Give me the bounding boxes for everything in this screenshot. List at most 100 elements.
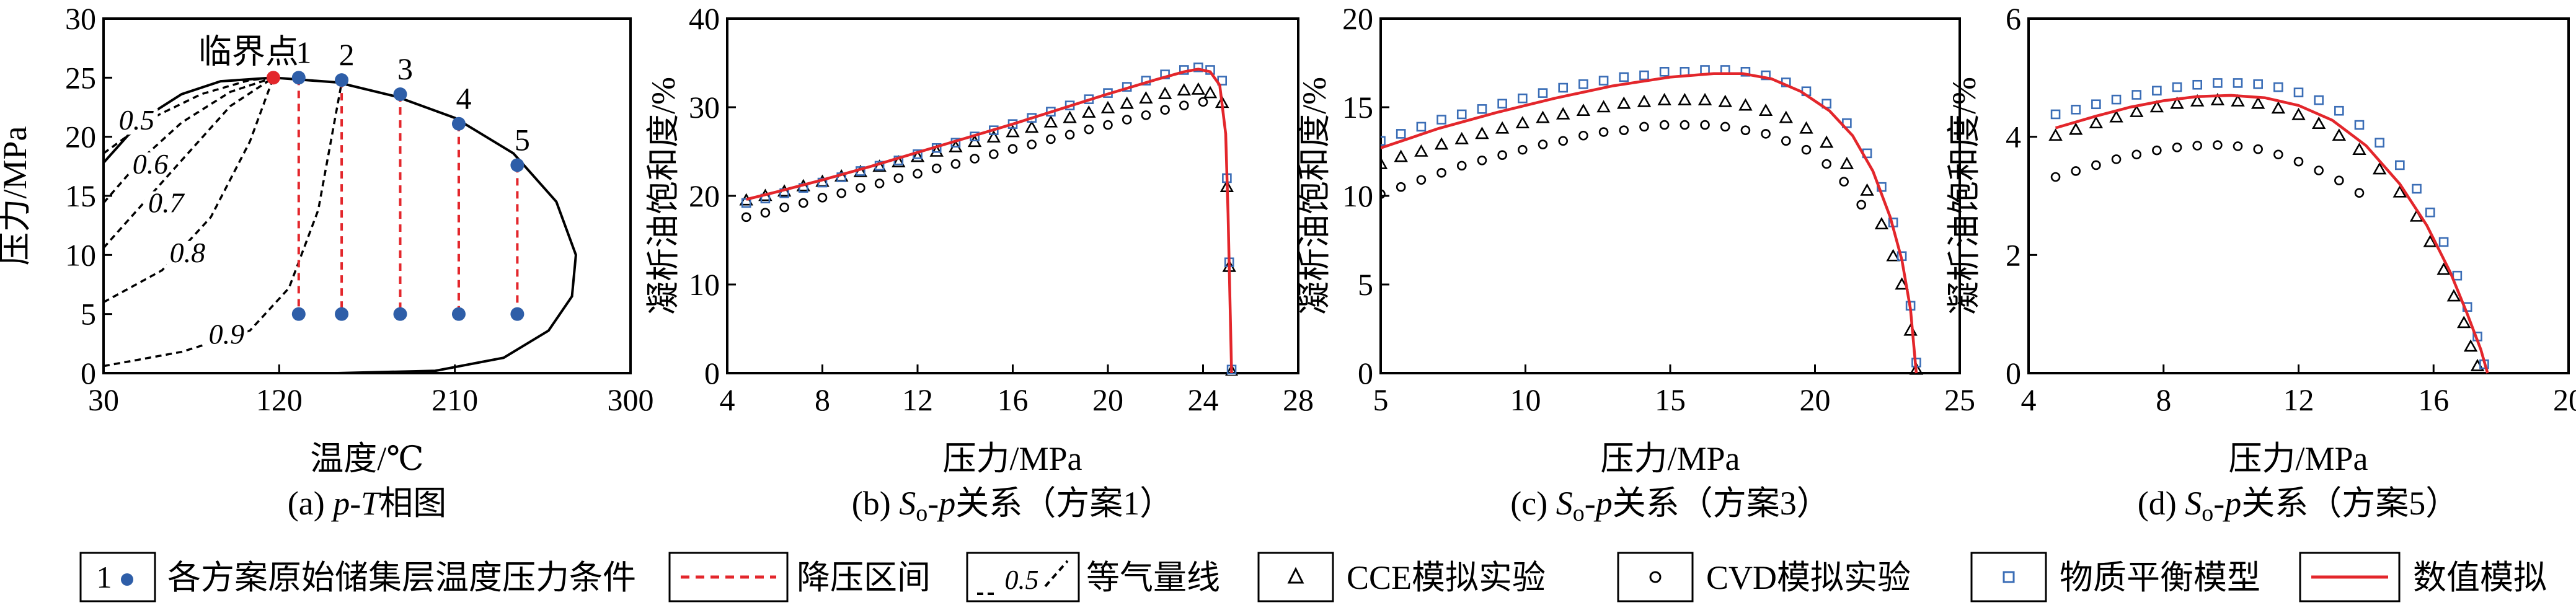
cce-point-c-14 bbox=[1657, 92, 1671, 105]
cvd-point-d-1 bbox=[2071, 166, 2081, 176]
cce-point-d-0 bbox=[2048, 128, 2063, 141]
legend-circle-marker-icon bbox=[1649, 571, 1662, 583]
cvd-point-b-13 bbox=[989, 149, 999, 159]
numeric-sim-line-b bbox=[746, 68, 1233, 374]
legend-swatch-dashed-red bbox=[668, 552, 789, 602]
quality-line-0.8 bbox=[103, 77, 275, 304]
cce-point-b-17 bbox=[1063, 110, 1077, 123]
legend-item-scheme: 1 各方案原始储集层温度压力条件 bbox=[79, 552, 636, 602]
mb-point-d-16 bbox=[2375, 138, 2384, 148]
caption-b: (b) So-p关系（方案1） bbox=[852, 485, 1173, 526]
caption-a-prefix: (a) bbox=[288, 485, 333, 522]
series-c bbox=[1381, 65, 1924, 375]
caption-c-sub: o bbox=[1573, 500, 1585, 526]
phase-envelope-line bbox=[102, 76, 577, 374]
cce-point-b-16 bbox=[1043, 115, 1058, 128]
mb-point-d-3 bbox=[2111, 94, 2122, 105]
cvd-point-c-21 bbox=[1801, 144, 1812, 155]
cvd-point-c-16 bbox=[1700, 120, 1710, 130]
cce-point-d-13 bbox=[2311, 117, 2326, 129]
cce-point-b-10 bbox=[929, 144, 944, 157]
x-tick-label-a-120: 120 bbox=[256, 382, 303, 417]
quality-label-0.5: 0.5 bbox=[119, 104, 155, 136]
x-tick-label-c-25: 25 bbox=[1944, 382, 1975, 417]
caption-b-s: S bbox=[899, 485, 916, 522]
mb-point-d-19 bbox=[2425, 207, 2435, 218]
caption-d-suffix: 关系（方案5） bbox=[2241, 485, 2459, 522]
y-axis-label-b: 凝析油饱和度/% bbox=[645, 77, 682, 315]
cce-point-d-21 bbox=[2446, 289, 2461, 302]
cvd-point-c-6 bbox=[1497, 150, 1507, 161]
cvd-point-b-6 bbox=[856, 183, 865, 193]
series-b bbox=[739, 62, 1238, 376]
quality-label-bg-0.7 bbox=[144, 191, 187, 218]
cce-point-b-19 bbox=[1100, 100, 1115, 113]
panel-d: 4 8 12 16 20 0 2 4 6 凝析油饱和度/% 压力/MPa (d) So-p关系（… bbox=[1945, 1, 2576, 526]
cvd-point-c-11 bbox=[1598, 127, 1609, 137]
cvd-point-d-2 bbox=[2091, 160, 2101, 170]
quality-line-0.7 bbox=[102, 76, 274, 249]
x-tick-label-d-12: 12 bbox=[2283, 382, 2314, 417]
cce-point-b-18 bbox=[1082, 105, 1096, 118]
caption-b-sub: o bbox=[916, 500, 927, 526]
quality-label-bg-0.8 bbox=[166, 240, 209, 267]
caption-b-dash: - bbox=[927, 485, 939, 522]
cce-point-b-8 bbox=[892, 155, 906, 167]
cvd-point-d-0 bbox=[2050, 172, 2061, 182]
cvd-point-b-2 bbox=[779, 202, 789, 213]
legend-quality-sample-label: 0.5 bbox=[1005, 565, 1039, 595]
y-tick-label-d-6: 6 bbox=[2006, 1, 2021, 36]
y-tick-label-a-15: 15 bbox=[65, 179, 96, 213]
caption-b-prefix: (b) bbox=[852, 485, 899, 522]
cce-point-c-11 bbox=[1596, 100, 1611, 113]
cvd-point-c-22 bbox=[1821, 159, 1831, 169]
cvd-point-b-16 bbox=[1046, 134, 1056, 144]
quality-label-0.8: 0.8 bbox=[170, 237, 206, 268]
cce-point-d-8 bbox=[2210, 92, 2225, 105]
legend-label-mb: 物质平衡模型 bbox=[2060, 559, 2260, 596]
legend-swatch-scheme-number: 1 bbox=[97, 560, 112, 594]
scheme-initial-point-1 bbox=[291, 71, 306, 85]
mb-point-c-4 bbox=[1456, 109, 1467, 120]
caption-c-prefix: (c) bbox=[1510, 485, 1556, 522]
cce-point-c-9 bbox=[1556, 107, 1570, 120]
mb-point-d-8 bbox=[2213, 78, 2223, 88]
quality-label-0.6: 0.6 bbox=[133, 148, 169, 180]
x-tick-label-b-28: 28 bbox=[1283, 382, 1314, 417]
quality-label-0.9: 0.9 bbox=[209, 318, 245, 350]
mb-point-c-13 bbox=[1639, 70, 1649, 81]
legend-swatch-quality bbox=[966, 552, 1080, 602]
legend-swatch-num bbox=[2299, 552, 2401, 602]
cvd-point-c-0 bbox=[1381, 189, 1386, 199]
scheme-initial-point-5 bbox=[510, 158, 524, 172]
legend-item-depressurization: 降压区间 bbox=[668, 552, 931, 602]
cvd-point-d-3 bbox=[2111, 154, 2122, 164]
cvd-point-b-24 bbox=[1198, 97, 1208, 107]
ticks-b: 4 8 12 16 20 24 28 0 10 20 30 40 bbox=[689, 1, 1314, 417]
x-tick-label-b-12: 12 bbox=[902, 382, 933, 417]
numeric-sim-line-c bbox=[1381, 72, 1918, 374]
cvd-point-b-15 bbox=[1027, 139, 1037, 149]
plot-frame-d bbox=[2027, 17, 2570, 374]
cvd-point-d-14 bbox=[2334, 175, 2344, 186]
cvd-point-d-7 bbox=[2192, 141, 2202, 151]
legend-label-num: 数值模拟 bbox=[2413, 559, 2547, 596]
y-tick-label-c-15: 15 bbox=[1342, 90, 1373, 125]
y-tick-label-a-0: 0 bbox=[81, 356, 96, 390]
y-tick-label-b-0: 0 bbox=[704, 356, 720, 390]
cce-point-c-18 bbox=[1738, 98, 1753, 111]
cvd-point-c-18 bbox=[1740, 125, 1751, 135]
scheme-label-3: 3 bbox=[397, 51, 413, 86]
y-tick-label-c-10: 10 bbox=[1342, 179, 1373, 213]
quality-label-bg-0.5 bbox=[115, 108, 158, 135]
x-tick-label-d-4: 4 bbox=[2021, 382, 2037, 417]
mb-point-c-5 bbox=[1477, 104, 1487, 114]
cce-point-b-13 bbox=[986, 130, 1001, 143]
cvd-point-c-2 bbox=[1416, 175, 1427, 185]
x-axis-label-d: 压力/MPa bbox=[2228, 440, 2368, 477]
panel-b: 4 8 12 16 20 24 28 0 10 20 30 40 凝析油饱和度/% 压力/MPa (b… bbox=[645, 1, 1314, 526]
cce-point-c-22 bbox=[1819, 135, 1834, 148]
cvd-point-d-11 bbox=[2273, 149, 2283, 160]
quality-label-0.7: 0.7 bbox=[148, 187, 185, 219]
caption-a-italic: p-T bbox=[330, 485, 382, 522]
